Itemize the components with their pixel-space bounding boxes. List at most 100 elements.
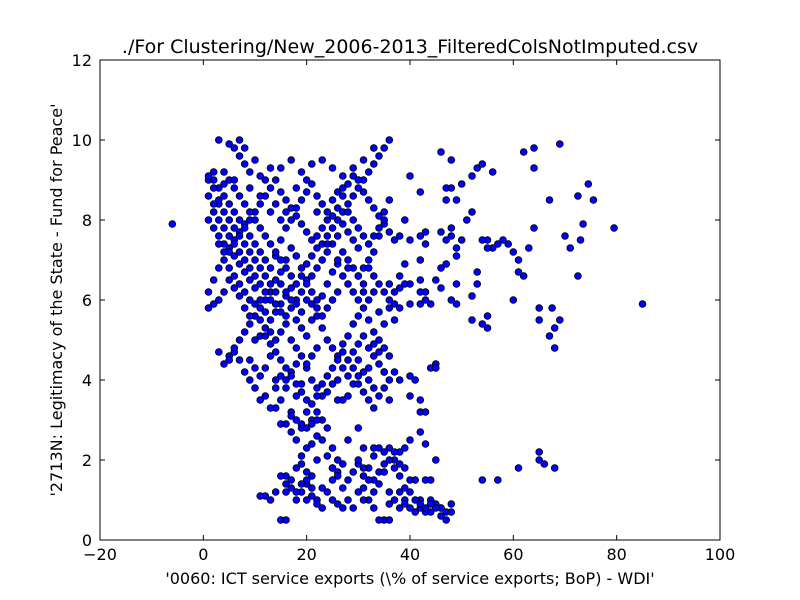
data-point bbox=[354, 356, 363, 364]
plot-frame bbox=[99, 59, 721, 541]
data-point bbox=[256, 172, 265, 180]
data-point bbox=[276, 356, 285, 364]
data-point bbox=[359, 156, 368, 164]
data-point bbox=[271, 336, 280, 344]
data-point bbox=[261, 364, 270, 372]
data-point bbox=[261, 308, 270, 316]
data-point bbox=[385, 516, 394, 524]
data-point bbox=[276, 372, 285, 380]
data-point bbox=[282, 312, 290, 320]
data-point bbox=[416, 428, 425, 436]
data-point bbox=[209, 276, 218, 284]
data-point bbox=[530, 224, 538, 232]
data-point bbox=[380, 448, 389, 456]
data-point bbox=[266, 208, 275, 216]
data-point bbox=[328, 344, 337, 352]
data-point bbox=[328, 196, 337, 204]
data-point bbox=[344, 436, 352, 444]
data-point bbox=[359, 368, 368, 376]
data-point bbox=[240, 144, 249, 152]
data-point bbox=[333, 472, 342, 480]
data-point bbox=[328, 268, 337, 276]
y-tick-label: 0 bbox=[82, 531, 92, 550]
data-point bbox=[225, 276, 234, 284]
data-point bbox=[421, 408, 430, 416]
data-point bbox=[354, 488, 363, 496]
data-point bbox=[225, 356, 234, 364]
data-point bbox=[251, 156, 259, 164]
data-point bbox=[333, 188, 342, 196]
data-point bbox=[369, 248, 378, 256]
data-point bbox=[369, 504, 378, 512]
data-point bbox=[344, 476, 352, 484]
data-point bbox=[442, 516, 451, 524]
data-point bbox=[364, 476, 373, 484]
data-point bbox=[359, 232, 368, 240]
data-point bbox=[349, 364, 358, 372]
data-point bbox=[230, 176, 239, 184]
data-point bbox=[344, 356, 352, 364]
data-point bbox=[385, 444, 394, 452]
data-point bbox=[395, 232, 404, 240]
data-point bbox=[313, 304, 321, 312]
data-point bbox=[251, 284, 259, 292]
data-point bbox=[338, 340, 347, 348]
data-point bbox=[354, 296, 363, 304]
data-point bbox=[550, 464, 559, 472]
data-point bbox=[333, 456, 342, 464]
data-point bbox=[318, 484, 327, 492]
data-point bbox=[302, 280, 311, 288]
data-point bbox=[256, 264, 265, 272]
data-point bbox=[256, 248, 265, 256]
data-point bbox=[369, 352, 378, 360]
data-point bbox=[364, 376, 373, 384]
data-point bbox=[246, 264, 254, 272]
data-point bbox=[395, 472, 404, 480]
data-point bbox=[302, 444, 311, 452]
data-point bbox=[230, 144, 239, 152]
data-point bbox=[338, 504, 347, 512]
data-point bbox=[240, 368, 249, 376]
data-point bbox=[256, 372, 265, 380]
data-point bbox=[235, 260, 244, 268]
data-point bbox=[323, 336, 332, 344]
data-point bbox=[364, 240, 373, 248]
data-point bbox=[318, 324, 327, 332]
data-point bbox=[256, 316, 265, 324]
data-point bbox=[318, 380, 327, 388]
data-point bbox=[235, 336, 244, 344]
data-point bbox=[246, 376, 254, 384]
data-point bbox=[297, 288, 306, 296]
data-point bbox=[369, 272, 378, 280]
data-point bbox=[302, 396, 311, 404]
data-point bbox=[437, 264, 445, 272]
data-point bbox=[447, 508, 456, 516]
data-point bbox=[416, 232, 425, 240]
data-point bbox=[406, 372, 414, 380]
data-point bbox=[369, 452, 378, 460]
data-point bbox=[447, 184, 456, 192]
data-point bbox=[416, 276, 425, 284]
data-point bbox=[292, 392, 301, 400]
data-point bbox=[292, 488, 301, 496]
data-point bbox=[287, 412, 296, 420]
data-point bbox=[576, 236, 585, 244]
data-point bbox=[318, 256, 327, 264]
data-point bbox=[514, 268, 523, 276]
data-point bbox=[307, 492, 316, 500]
data-point bbox=[380, 216, 389, 224]
data-point bbox=[344, 496, 352, 504]
data-point bbox=[333, 232, 342, 240]
data-point bbox=[323, 452, 332, 460]
data-point bbox=[380, 288, 389, 296]
data-point bbox=[338, 364, 347, 372]
data-point bbox=[390, 236, 399, 244]
data-point bbox=[266, 280, 275, 288]
data-point bbox=[292, 204, 301, 212]
data-point bbox=[437, 512, 445, 520]
data-point bbox=[323, 304, 332, 312]
data-point bbox=[385, 304, 394, 312]
data-point bbox=[307, 300, 316, 308]
data-point bbox=[411, 376, 420, 384]
